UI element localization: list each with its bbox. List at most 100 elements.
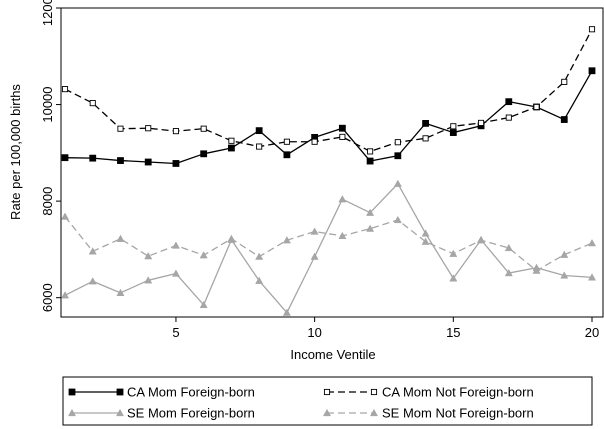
data-point <box>116 288 125 296</box>
series-line <box>64 183 593 314</box>
series-line <box>64 216 593 272</box>
data-point <box>367 148 374 155</box>
data-point <box>144 276 153 284</box>
data-point <box>200 125 207 132</box>
data-point <box>560 116 568 123</box>
data-point <box>88 277 97 285</box>
y-axis-label: Rate per 100,000 births <box>8 84 23 220</box>
data-point <box>394 152 402 160</box>
plot-area <box>60 7 604 318</box>
data-point <box>587 273 597 281</box>
data-point <box>422 135 429 142</box>
data-point <box>505 98 513 106</box>
data-point <box>310 252 319 260</box>
data-point <box>61 154 69 162</box>
data-point <box>145 125 152 132</box>
data-point <box>88 247 97 255</box>
data-point <box>504 243 513 252</box>
data-point <box>477 236 486 244</box>
data-point <box>366 157 374 165</box>
data-point <box>339 133 346 140</box>
data-point <box>255 252 264 260</box>
legend-marker <box>323 388 331 396</box>
series-line <box>64 28 593 153</box>
y-tick-label: 6000 <box>40 283 55 312</box>
y-tick-label: 10000 <box>40 86 55 122</box>
data-point <box>449 249 458 257</box>
data-point <box>117 157 124 164</box>
data-point <box>449 129 457 136</box>
legend-marker <box>115 408 125 417</box>
legend-marker <box>369 408 379 417</box>
legend-marker <box>68 388 76 396</box>
x-tick-label: 15 <box>446 325 460 340</box>
data-point <box>421 229 430 237</box>
x-axis-label: Income Ventile <box>290 347 375 362</box>
legend-marker <box>370 388 378 396</box>
data-point <box>282 308 291 316</box>
data-point <box>60 212 70 220</box>
data-point <box>116 234 125 242</box>
data-point <box>560 271 569 279</box>
legend-item: SE Mom Foreign-born <box>67 406 255 421</box>
data-point <box>393 179 402 187</box>
data-point <box>338 124 346 132</box>
data-point <box>310 227 319 235</box>
data-point <box>338 195 347 203</box>
legend-item: SE Mom Not Foreign-born <box>322 406 534 421</box>
data-point <box>366 224 375 232</box>
data-point <box>89 100 96 107</box>
data-point <box>228 137 235 144</box>
data-point <box>172 128 179 135</box>
data-point <box>421 237 430 245</box>
x-tick-label: 20 <box>585 325 599 340</box>
data-point <box>60 291 70 299</box>
data-point <box>61 86 69 93</box>
data-point <box>338 231 347 240</box>
data-point <box>366 208 375 216</box>
data-point <box>171 269 180 277</box>
data-point <box>504 268 513 277</box>
legend-item: CA Mom Not Foreign-born <box>323 385 534 400</box>
data-point <box>505 114 512 121</box>
y-tick-label: 8000 <box>40 187 55 216</box>
data-point <box>117 125 124 132</box>
y-tick-label: 12000 <box>40 0 55 26</box>
data-point <box>587 239 597 247</box>
data-point <box>199 300 208 309</box>
data-point <box>144 158 152 166</box>
data-point <box>144 252 153 260</box>
data-point <box>533 103 540 111</box>
data-point <box>89 154 97 162</box>
data-point <box>588 26 596 33</box>
legend-marker <box>67 408 77 417</box>
data-point <box>200 150 208 158</box>
x-tick-label: 10 <box>307 325 321 340</box>
series-line <box>64 70 593 165</box>
data-point <box>394 139 401 146</box>
data-point <box>228 144 235 152</box>
data-point <box>227 234 236 242</box>
data-point <box>255 127 263 135</box>
data-point <box>283 151 291 159</box>
data-point <box>393 215 402 224</box>
data-point <box>449 274 458 282</box>
data-point <box>422 119 429 127</box>
data-point <box>588 67 596 75</box>
legend-label: CA Mom Not Foreign-born <box>382 385 534 400</box>
data-point <box>171 241 180 249</box>
legend-label: SE Mom Not Foreign-born <box>382 406 534 421</box>
data-point <box>283 138 290 145</box>
legend-marker <box>322 408 332 417</box>
x-tick-label: 5 <box>172 325 179 340</box>
data-point <box>282 236 291 244</box>
data-point <box>256 143 263 150</box>
legend-item: CA Mom Foreign-born <box>68 385 255 400</box>
data-point <box>450 123 457 130</box>
data-point <box>172 160 180 167</box>
legend-label: SE Mom Foreign-born <box>127 406 255 421</box>
series-4 <box>60 212 597 274</box>
data-point <box>255 276 264 284</box>
